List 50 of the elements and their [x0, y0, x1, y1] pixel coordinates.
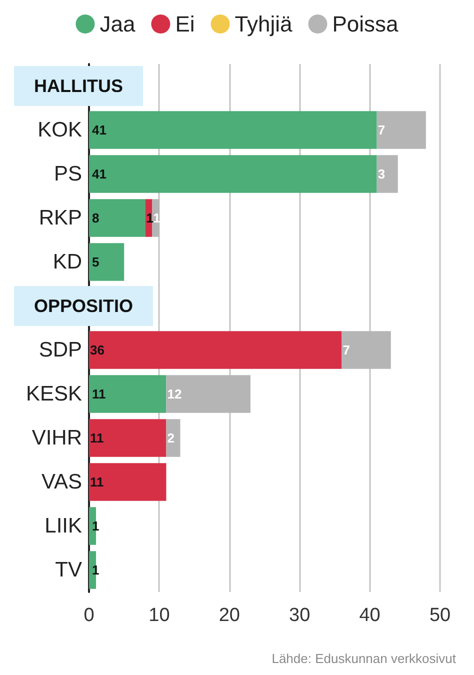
y-tick-label: PS: [54, 162, 82, 186]
y-tick-label: OPPOSITIO: [14, 286, 154, 326]
bar: [89, 243, 124, 281]
data-label: 5: [92, 254, 100, 270]
x-tick-label: 30: [289, 605, 310, 626]
data-label: 11: [90, 474, 104, 490]
x-tick-label: 0: [84, 605, 94, 626]
data-label: 7: [378, 122, 386, 138]
legend-label: Poissa: [332, 12, 400, 36]
data-label: 7: [342, 342, 350, 358]
bar: [89, 375, 166, 413]
bar: [89, 155, 377, 193]
bar: [89, 419, 166, 457]
legend-label: Jaa: [100, 12, 136, 36]
bar: [89, 463, 166, 501]
data-label: 11: [92, 386, 106, 402]
y-tick-label: LIIK: [44, 514, 82, 538]
y-tick-label: RKP: [38, 206, 82, 230]
data-label: 41: [92, 122, 106, 138]
y-tick-label: VAS: [42, 470, 82, 494]
y-tick-label: VIHR: [32, 426, 82, 450]
data-label: 2: [167, 430, 174, 446]
legend-label: Ei: [175, 12, 195, 36]
data-label: 12: [167, 386, 182, 402]
bar: [166, 419, 180, 457]
data-label: 3: [378, 166, 386, 182]
bar: [376, 155, 398, 193]
y-tick-label: TV: [55, 558, 82, 582]
y-tick-label: KOK: [38, 118, 82, 142]
y-tick-label: SDP: [38, 338, 82, 362]
bar: [166, 375, 250, 413]
y-tick-label: KD: [52, 250, 82, 274]
bar: [89, 331, 342, 369]
y-tick-label: KESK: [26, 382, 82, 406]
x-tick-label: 10: [148, 605, 170, 626]
bar: [376, 111, 426, 149]
data-label: 36: [90, 342, 104, 358]
text: Lähde: Eduskunnan verkkosivut: [272, 651, 456, 666]
legend-label: Tyhjiä: [234, 12, 293, 36]
data-label: 8: [92, 210, 100, 226]
bar: [89, 199, 146, 237]
y-tick-label: HALLITUS: [14, 66, 143, 106]
data-label: 1: [153, 210, 160, 226]
data-label: 11: [90, 430, 104, 446]
x-tick-label: 20: [218, 605, 240, 626]
bar: [89, 111, 377, 149]
x-tick-label: 40: [359, 605, 380, 626]
bar: [342, 331, 391, 369]
data-label: 41: [92, 166, 106, 182]
x-tick-label: 50: [429, 605, 451, 626]
